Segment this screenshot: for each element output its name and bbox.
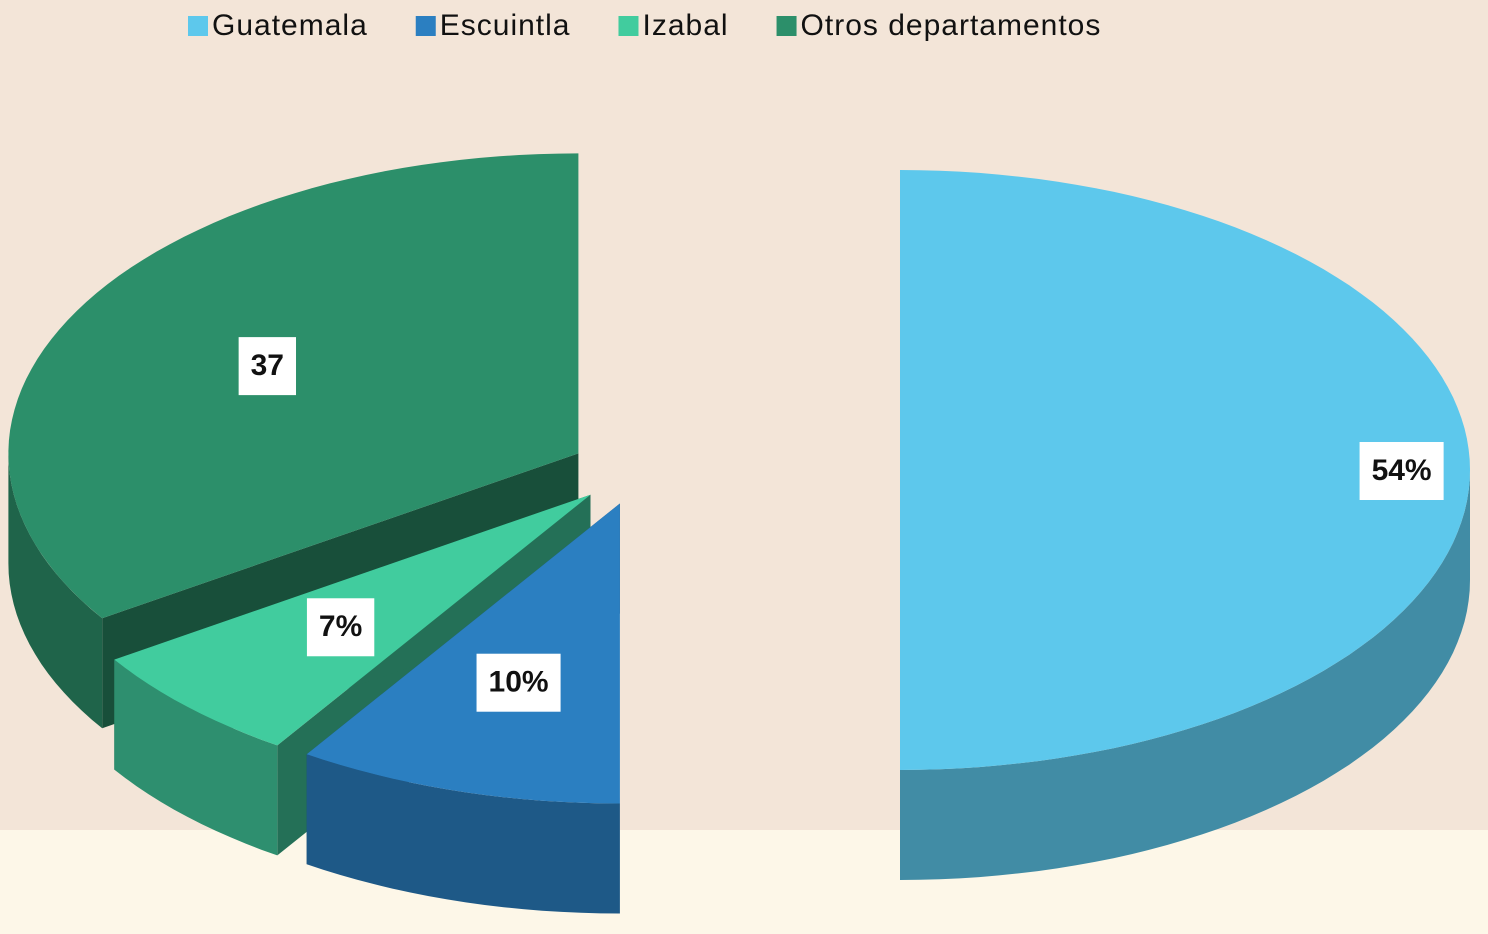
value-label: 54% [1372, 454, 1432, 487]
legend-label: Izabal [642, 9, 728, 42]
slice [900, 170, 1470, 880]
slice [900, 170, 1470, 770]
value-label: 7% [319, 610, 362, 643]
value-label-box [476, 653, 561, 712]
value-label: 10% [489, 666, 549, 699]
legend-label: Guatemala [212, 9, 368, 42]
slice-rim [114, 659, 278, 856]
value-label-box [1359, 442, 1444, 500]
value-label-box [238, 337, 297, 396]
legend-swatch [188, 16, 208, 36]
legend-swatch [618, 16, 639, 36]
slice [306, 503, 620, 804]
legend-swatch [776, 16, 797, 36]
floor-band [0, 830, 1488, 934]
slice-rim [900, 470, 1470, 880]
slice [306, 503, 620, 914]
slice-rim [8, 453, 103, 729]
legend-label: Otros departamentos [801, 9, 1102, 42]
legend-label: Escuintla [440, 9, 571, 42]
value-label-box [306, 598, 375, 657]
legend-swatch [415, 16, 436, 36]
slice-rim [306, 754, 620, 914]
value-label: 37 [251, 349, 284, 382]
